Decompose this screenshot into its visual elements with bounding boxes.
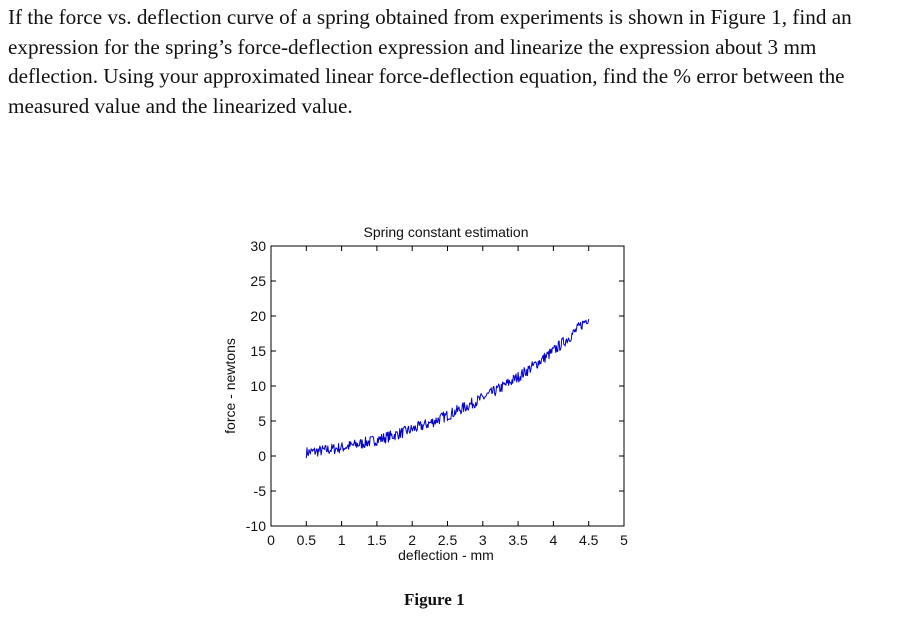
chart-title: Spring constant estimation — [364, 224, 529, 240]
y-tick-label: 15 — [250, 343, 266, 359]
y-tick-label: 5 — [258, 413, 266, 429]
x-tick-label: 2.5 — [438, 532, 458, 548]
x-tick-label: 2 — [408, 532, 416, 548]
y-tick-label: 10 — [250, 378, 266, 394]
x-axis-label: deflection - mm — [398, 547, 494, 563]
force-deflection-series — [305, 318, 590, 459]
y-tick-label: 0 — [258, 448, 266, 464]
x-tick-label: 0 — [267, 532, 275, 548]
x-tick-label: 3.5 — [508, 532, 528, 548]
problem-statement: If the force vs. deflection curve of a s… — [8, 5, 852, 118]
x-tick-label: 4.5 — [579, 532, 599, 548]
y-tick-label: 30 — [250, 238, 266, 254]
y-tick-label: 20 — [250, 308, 266, 324]
x-tick-label: 0.5 — [297, 532, 317, 548]
x-tick-label: 1 — [338, 532, 346, 548]
x-tick-label: 3 — [479, 532, 487, 548]
axis-ticks — [270, 245, 625, 527]
x-tick-label: 5 — [620, 532, 628, 548]
x-tick-label: 4 — [550, 532, 558, 548]
plot-area-frame — [270, 245, 625, 527]
x-tick-labels: 0 0.5 1 1.5 2 2.5 3 3.5 4 4.5 5 — [267, 532, 628, 548]
y-tick-label: -10 — [246, 518, 266, 534]
y-axis-label: force - newtons — [222, 338, 238, 434]
y-tick-labels: -10 -5 0 5 10 15 20 25 30 — [246, 238, 266, 534]
figure-caption: Figure 1 — [404, 590, 465, 609]
y-tick-label: 25 — [250, 273, 266, 289]
y-tick-label: -5 — [254, 483, 267, 499]
x-tick-label: 1.5 — [367, 532, 387, 548]
